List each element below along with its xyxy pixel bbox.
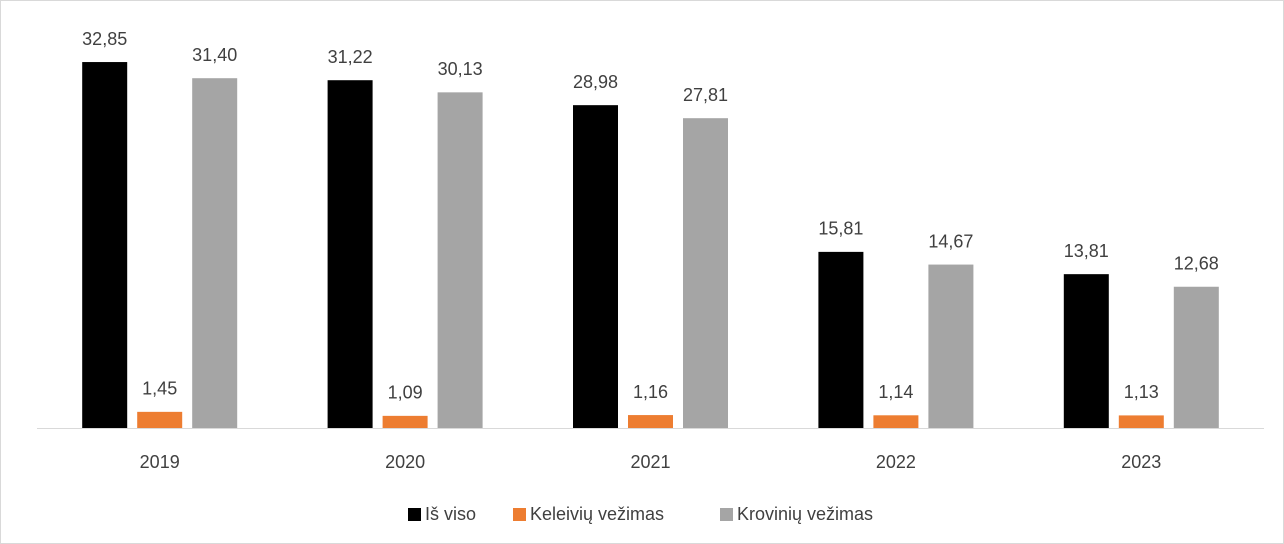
- bar: [683, 118, 728, 429]
- bar: [382, 415, 428, 428]
- data-label: 14,67: [928, 231, 973, 251]
- x-tick-label: 2021: [630, 452, 670, 472]
- data-label: 27,81: [683, 85, 728, 105]
- bar: [573, 105, 618, 428]
- x-tick-label: 2019: [140, 452, 180, 472]
- data-label: 1,45: [142, 379, 177, 399]
- data-label: 1,13: [1124, 382, 1159, 402]
- x-tick-label: 2020: [385, 452, 425, 472]
- bar: [1173, 286, 1219, 428]
- data-label: 1,09: [388, 383, 423, 403]
- data-label: 12,68: [1174, 253, 1219, 273]
- data-label: 15,81: [818, 219, 863, 239]
- x-tick-label: 2023: [1121, 452, 1161, 472]
- data-label: 13,81: [1064, 241, 1109, 261]
- bar: [137, 411, 183, 428]
- data-label: 31,22: [328, 47, 373, 67]
- bar: [192, 78, 238, 428]
- data-label: 30,13: [438, 59, 483, 79]
- legend-label: Krovinių vežimas: [737, 504, 873, 524]
- data-label: 32,85: [82, 29, 127, 49]
- legend-swatch: [720, 508, 733, 521]
- bar: [928, 264, 974, 428]
- bar: [1063, 274, 1109, 428]
- legend-swatch: [513, 508, 526, 521]
- legend-label: Iš viso: [425, 504, 476, 524]
- data-label: 28,98: [573, 72, 618, 92]
- legend-label: Keleivių vežimas: [530, 504, 664, 524]
- bar: [82, 62, 128, 429]
- bar: [437, 92, 483, 428]
- x-tick-label: 2022: [876, 452, 916, 472]
- data-label: 1,16: [633, 382, 668, 402]
- bar: [327, 80, 373, 428]
- data-label: 1,14: [878, 382, 913, 402]
- data-label: 31,40: [192, 45, 237, 65]
- legend-swatch: [408, 508, 421, 521]
- bar: [628, 415, 673, 428]
- bar: [818, 251, 864, 428]
- bar: [873, 415, 919, 428]
- bar: [1118, 415, 1164, 428]
